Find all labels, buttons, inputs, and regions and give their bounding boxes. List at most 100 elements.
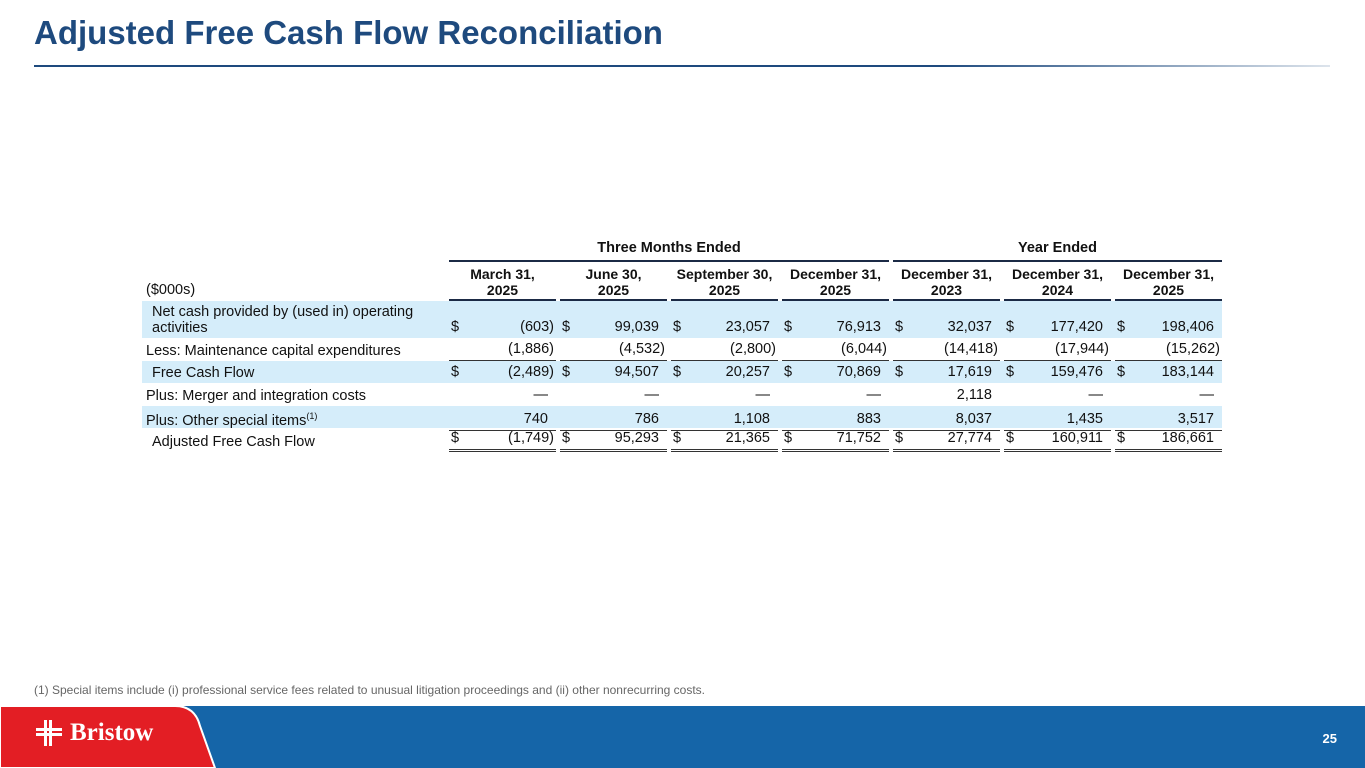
footnote: (1) Special items include (i) profession…	[34, 683, 706, 697]
bristow-logo-icon	[36, 720, 62, 746]
column-header: December 31, 2024	[1004, 262, 1111, 301]
cell-value: (6,044)	[841, 341, 887, 357]
column-header-line: 2025	[597, 282, 630, 298]
cell-value: (14,418)	[943, 341, 998, 357]
value-cell: $ (2,489)	[449, 361, 556, 383]
value-cell: $94,507	[560, 361, 667, 383]
page-number: 25	[1322, 731, 1337, 746]
row-label-text: Net cash provided by (used in) operating…	[152, 304, 414, 336]
cell-value: 32,037	[947, 319, 992, 335]
cell-value: 160,911	[1051, 430, 1103, 446]
value-cell: —	[1115, 383, 1222, 406]
cell-value: 1,108	[733, 410, 770, 427]
column-header-line: 2024	[1041, 282, 1074, 298]
cell-value: 94,507	[614, 364, 659, 380]
cell-value: —	[1199, 387, 1215, 403]
value-cell: $ (1,749)	[449, 428, 556, 452]
value-cell: $198,406	[1115, 301, 1222, 338]
cell-value: 740	[523, 410, 548, 427]
column-header-line: 2025	[708, 282, 741, 298]
value-cell: $71,752	[782, 428, 889, 452]
currency-symbol: $	[562, 364, 571, 380]
value-cell: (2,800)	[671, 338, 778, 361]
currency-symbol: $	[895, 319, 904, 335]
currency-symbol: $	[1006, 364, 1015, 380]
value-cell: $ (603)	[449, 301, 556, 338]
brand-red-shape	[0, 706, 217, 768]
unit-label: ($000s)	[146, 282, 196, 298]
currency-symbol: $	[784, 319, 793, 335]
value-cell: $159,476	[1004, 361, 1111, 383]
column-header: September 30, 2025	[671, 262, 778, 301]
cell-value: (603)	[520, 319, 554, 335]
value-cell: 2,118	[893, 383, 1000, 406]
currency-symbol: $	[784, 364, 793, 380]
currency-symbol: $	[1117, 319, 1126, 335]
column-header: December 31, 2025	[782, 262, 889, 301]
row-label: Adjusted Free Cash Flow	[142, 432, 445, 452]
value-cell: (4,532)	[560, 338, 667, 361]
group-header-three-months: Three Months Ended	[449, 240, 889, 262]
table-row: Net cash provided by (used in) operating…	[142, 301, 1222, 338]
cell-value: 20,257	[725, 364, 770, 380]
cell-value: —	[1088, 387, 1104, 403]
value-cell: $99,039	[560, 301, 667, 338]
cell-value: 76,913	[836, 319, 881, 335]
currency-symbol: $	[1117, 364, 1126, 380]
currency-symbol: $	[451, 319, 460, 335]
value-cell: $160,911	[1004, 428, 1111, 452]
cell-value: 99,039	[614, 319, 659, 335]
column-header-line: March 31,	[470, 266, 535, 282]
value-cell: 1,435	[1004, 406, 1111, 431]
table-row: Plus: Other special items(1) 740 786 1,108 8…	[142, 406, 1222, 431]
value-cell: $21,365	[671, 428, 778, 452]
value-cell: $70,869	[782, 361, 889, 383]
cell-value: 23,057	[725, 319, 770, 335]
value-cell: (17,944)	[1004, 338, 1111, 361]
value-cell: $76,913	[782, 301, 889, 338]
column-header-line: December 31,	[1011, 266, 1104, 282]
currency-symbol: $	[895, 364, 904, 380]
column-header: December 31, 2023	[893, 262, 1000, 301]
cell-value: 17,619	[947, 364, 992, 380]
value-cell: $27,774	[893, 428, 1000, 452]
cell-value: 27,774	[947, 430, 992, 446]
cell-value: 71,752	[836, 430, 881, 446]
column-header-line: June 30,	[585, 266, 642, 282]
table-row: Plus: Merger and integration costs — — — — 2,…	[142, 383, 1222, 406]
value-cell: 3,517	[1115, 406, 1222, 431]
currency-symbol: $	[1117, 430, 1126, 446]
value-cell: $177,420	[1004, 301, 1111, 338]
column-header-line: December 31,	[900, 266, 993, 282]
value-cell: $32,037	[893, 301, 1000, 338]
currency-symbol: $	[451, 364, 460, 380]
currency-symbol: $	[562, 430, 571, 446]
cell-value: 1,435	[1066, 410, 1103, 427]
column-header-line: 2025	[819, 282, 852, 298]
row-label-text: Free Cash Flow	[152, 365, 255, 381]
table-row: Less: Maintenance capital expenditures (1…	[142, 338, 1222, 361]
cell-value: (2,800)	[730, 341, 776, 357]
row-label: Free Cash Flow	[142, 363, 445, 383]
row-label-text: Adjusted Free Cash Flow	[152, 434, 315, 450]
currency-symbol: $	[673, 430, 682, 446]
value-cell: 8,037	[893, 406, 1000, 431]
column-header-line: September 30,	[676, 266, 773, 282]
value-cell: (14,418)	[893, 338, 1000, 361]
cell-value: 21,365	[725, 430, 770, 446]
footnote-ref: (1)	[306, 411, 318, 421]
value-cell: —	[560, 383, 667, 406]
value-cell: 740	[449, 406, 556, 431]
column-header: March 31, 2025	[449, 262, 556, 301]
cell-value: —	[533, 387, 549, 403]
value-cell: —	[671, 383, 778, 406]
cell-value: —	[866, 387, 882, 403]
cell-value: 2,118	[956, 387, 992, 403]
cell-value: 159,476	[1050, 364, 1103, 380]
value-cell: (1,886)	[449, 338, 556, 361]
value-cell: $183,144	[1115, 361, 1222, 383]
cell-value: (1,886)	[508, 341, 554, 357]
column-header-line: December 31,	[789, 266, 882, 282]
currency-symbol: $	[1006, 430, 1015, 446]
cell-value: —	[755, 387, 771, 403]
